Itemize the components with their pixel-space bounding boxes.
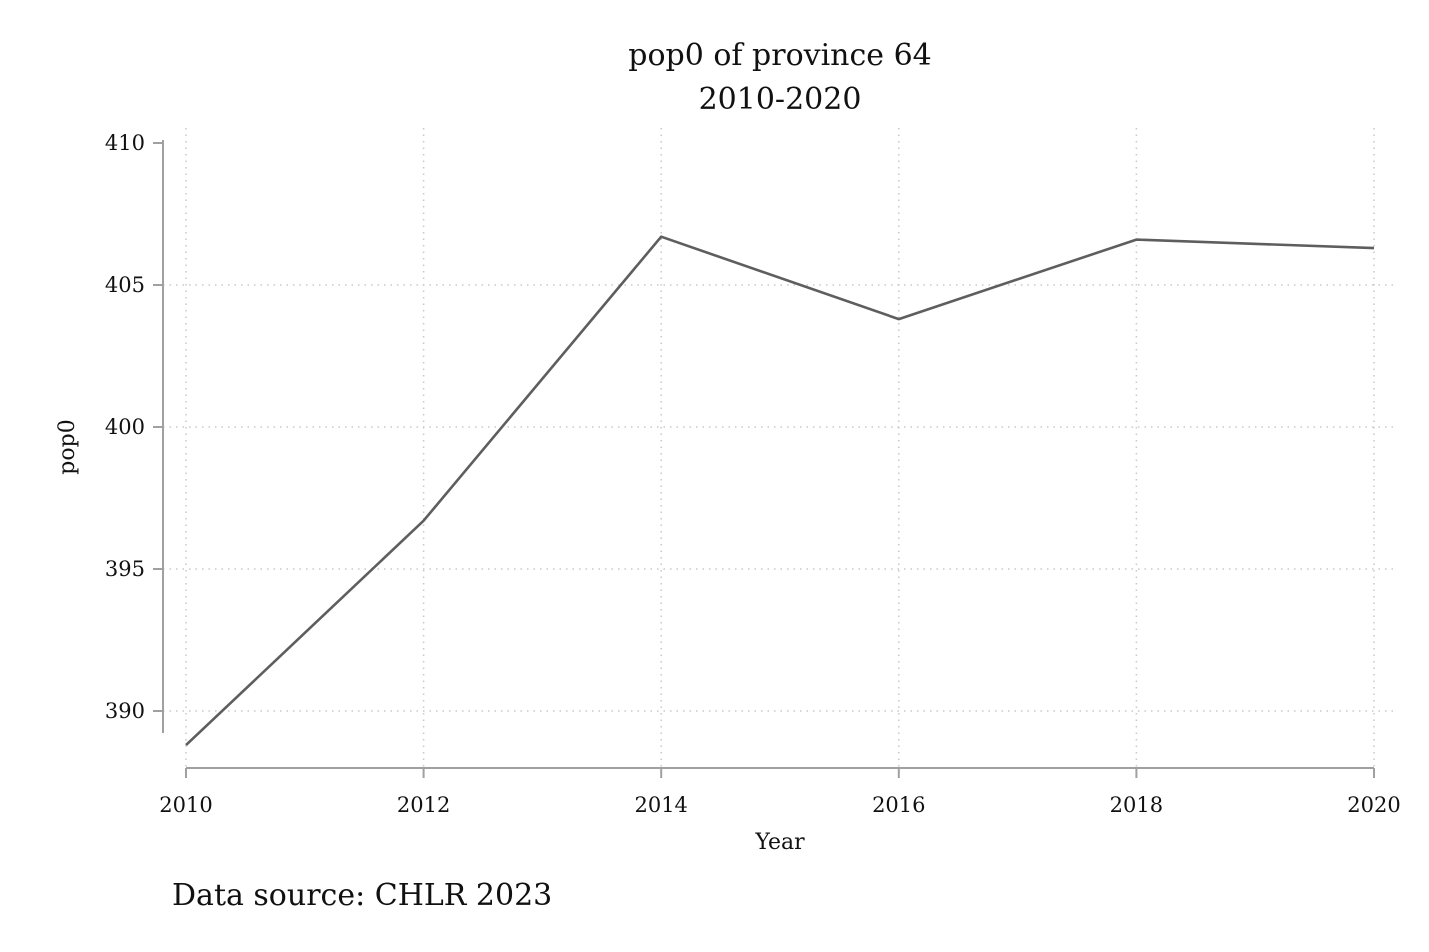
x-tick-label: 2010 [159,793,212,817]
x-tick-label: 2020 [1347,793,1400,817]
y-tick-label: 400 [105,415,145,439]
y-tick-label: 410 [105,131,145,155]
x-tick-label: 2018 [1110,793,1163,817]
series-line-pop0 [185,235,1375,747]
y-axis-title: pop0 [55,419,80,474]
y-tick-label: 405 [105,273,145,297]
y-tick-label: 390 [105,699,145,723]
data-source-note: Data source: CHLR 2023 [172,878,552,913]
horizontal-gridlines [163,284,1396,712]
x-tick-label: 2012 [397,793,450,817]
y-tick-label: 395 [105,557,145,581]
vertical-gridlines [185,128,1375,768]
x-tick-label: 2014 [634,793,687,817]
x-axis-ticks: 2010 2012 2014 2016 2018 2020 [159,768,1401,817]
chart-subtitle: 2010-2020 [699,82,862,117]
x-axis-title: Year [754,830,805,855]
chart-title: pop0 of province 64 [628,38,932,73]
x-tick-label: 2016 [872,793,925,817]
y-axis-ticks: 390 395 400 405 410 [105,131,163,723]
